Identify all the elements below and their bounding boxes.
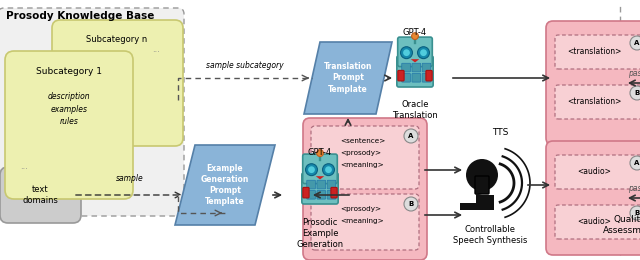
Text: Quality
Assessment: Quality Assessment xyxy=(603,215,640,235)
Text: <meaning>: <meaning> xyxy=(340,218,384,224)
Text: <prosody>: <prosody> xyxy=(340,206,381,212)
Text: A: A xyxy=(634,40,640,46)
FancyBboxPatch shape xyxy=(555,35,640,69)
FancyBboxPatch shape xyxy=(422,73,431,82)
Text: A: A xyxy=(634,160,640,166)
Circle shape xyxy=(417,47,429,58)
Text: <audio>: <audio> xyxy=(577,218,611,226)
Circle shape xyxy=(401,47,412,58)
Text: Oracle
Translation: Oracle Translation xyxy=(392,100,438,120)
FancyBboxPatch shape xyxy=(317,190,326,199)
Circle shape xyxy=(630,206,640,220)
FancyBboxPatch shape xyxy=(303,118,427,260)
Text: ...: ... xyxy=(152,45,160,54)
FancyBboxPatch shape xyxy=(555,155,640,189)
Text: Translation
Prompt
Template: Translation Prompt Template xyxy=(324,62,372,94)
FancyBboxPatch shape xyxy=(302,173,338,204)
Text: <sentence>: <sentence> xyxy=(340,138,385,144)
Text: <prosody>: <prosody> xyxy=(340,150,381,156)
Circle shape xyxy=(317,150,323,157)
Circle shape xyxy=(630,156,640,170)
FancyBboxPatch shape xyxy=(555,85,640,119)
Polygon shape xyxy=(316,176,324,179)
FancyBboxPatch shape xyxy=(327,180,336,189)
FancyBboxPatch shape xyxy=(412,63,420,72)
FancyBboxPatch shape xyxy=(307,190,316,199)
Text: B: B xyxy=(408,201,413,207)
FancyBboxPatch shape xyxy=(0,167,81,223)
Text: description
examples
rules: description examples rules xyxy=(48,92,90,126)
FancyBboxPatch shape xyxy=(402,63,410,72)
FancyBboxPatch shape xyxy=(398,70,404,81)
Text: <translation>: <translation> xyxy=(567,48,621,56)
Circle shape xyxy=(308,166,315,173)
FancyBboxPatch shape xyxy=(475,176,489,194)
Text: Subcategory n: Subcategory n xyxy=(86,35,148,44)
Circle shape xyxy=(630,86,640,100)
Text: Prosody Knowledge Base: Prosody Knowledge Base xyxy=(6,11,154,21)
Circle shape xyxy=(404,197,418,211)
Circle shape xyxy=(404,129,418,143)
Text: B: B xyxy=(634,90,639,96)
Text: <meaning>: <meaning> xyxy=(340,162,384,168)
Text: sample subcategory: sample subcategory xyxy=(206,61,284,70)
Circle shape xyxy=(325,166,332,173)
Circle shape xyxy=(630,36,640,50)
Circle shape xyxy=(420,49,427,56)
Polygon shape xyxy=(304,42,392,114)
FancyBboxPatch shape xyxy=(52,20,183,146)
FancyBboxPatch shape xyxy=(426,70,432,81)
FancyBboxPatch shape xyxy=(311,126,419,189)
Text: <audio>: <audio> xyxy=(577,167,611,177)
Text: text
domains: text domains xyxy=(22,185,58,205)
Text: pass/fail: pass/fail xyxy=(628,184,640,193)
Text: TTS: TTS xyxy=(492,128,508,137)
FancyBboxPatch shape xyxy=(327,190,336,199)
FancyBboxPatch shape xyxy=(397,37,432,67)
FancyBboxPatch shape xyxy=(422,63,431,72)
FancyBboxPatch shape xyxy=(397,56,433,87)
Text: Controllable
Speech Synthesis: Controllable Speech Synthesis xyxy=(453,225,527,245)
FancyBboxPatch shape xyxy=(331,187,337,198)
Text: A: A xyxy=(408,133,413,139)
Circle shape xyxy=(305,164,317,176)
Text: sample: sample xyxy=(116,174,144,183)
Circle shape xyxy=(466,159,498,191)
Text: Prosodic
Example
Generation: Prosodic Example Generation xyxy=(296,218,344,249)
FancyBboxPatch shape xyxy=(303,154,337,184)
FancyBboxPatch shape xyxy=(311,194,419,250)
Text: ...: ... xyxy=(20,162,28,171)
FancyBboxPatch shape xyxy=(546,141,640,255)
Circle shape xyxy=(412,33,419,40)
Text: B: B xyxy=(634,210,639,216)
Text: GPT-4: GPT-4 xyxy=(403,28,427,37)
FancyBboxPatch shape xyxy=(307,180,316,189)
FancyBboxPatch shape xyxy=(303,187,309,198)
FancyBboxPatch shape xyxy=(0,8,184,216)
Polygon shape xyxy=(411,59,419,62)
FancyBboxPatch shape xyxy=(555,205,640,239)
Polygon shape xyxy=(460,193,494,210)
Polygon shape xyxy=(175,145,275,225)
FancyBboxPatch shape xyxy=(5,51,133,199)
Text: <translation>: <translation> xyxy=(567,98,621,107)
FancyBboxPatch shape xyxy=(317,180,326,189)
Text: Example
Generation
Prompt
Template: Example Generation Prompt Template xyxy=(201,164,249,206)
Text: GPT-4: GPT-4 xyxy=(308,148,332,157)
FancyBboxPatch shape xyxy=(402,73,410,82)
Text: Subcategory 1: Subcategory 1 xyxy=(36,67,102,76)
Circle shape xyxy=(403,49,410,56)
Circle shape xyxy=(323,164,335,176)
FancyBboxPatch shape xyxy=(412,73,420,82)
Text: pass/fail: pass/fail xyxy=(628,69,640,78)
FancyBboxPatch shape xyxy=(546,21,640,145)
